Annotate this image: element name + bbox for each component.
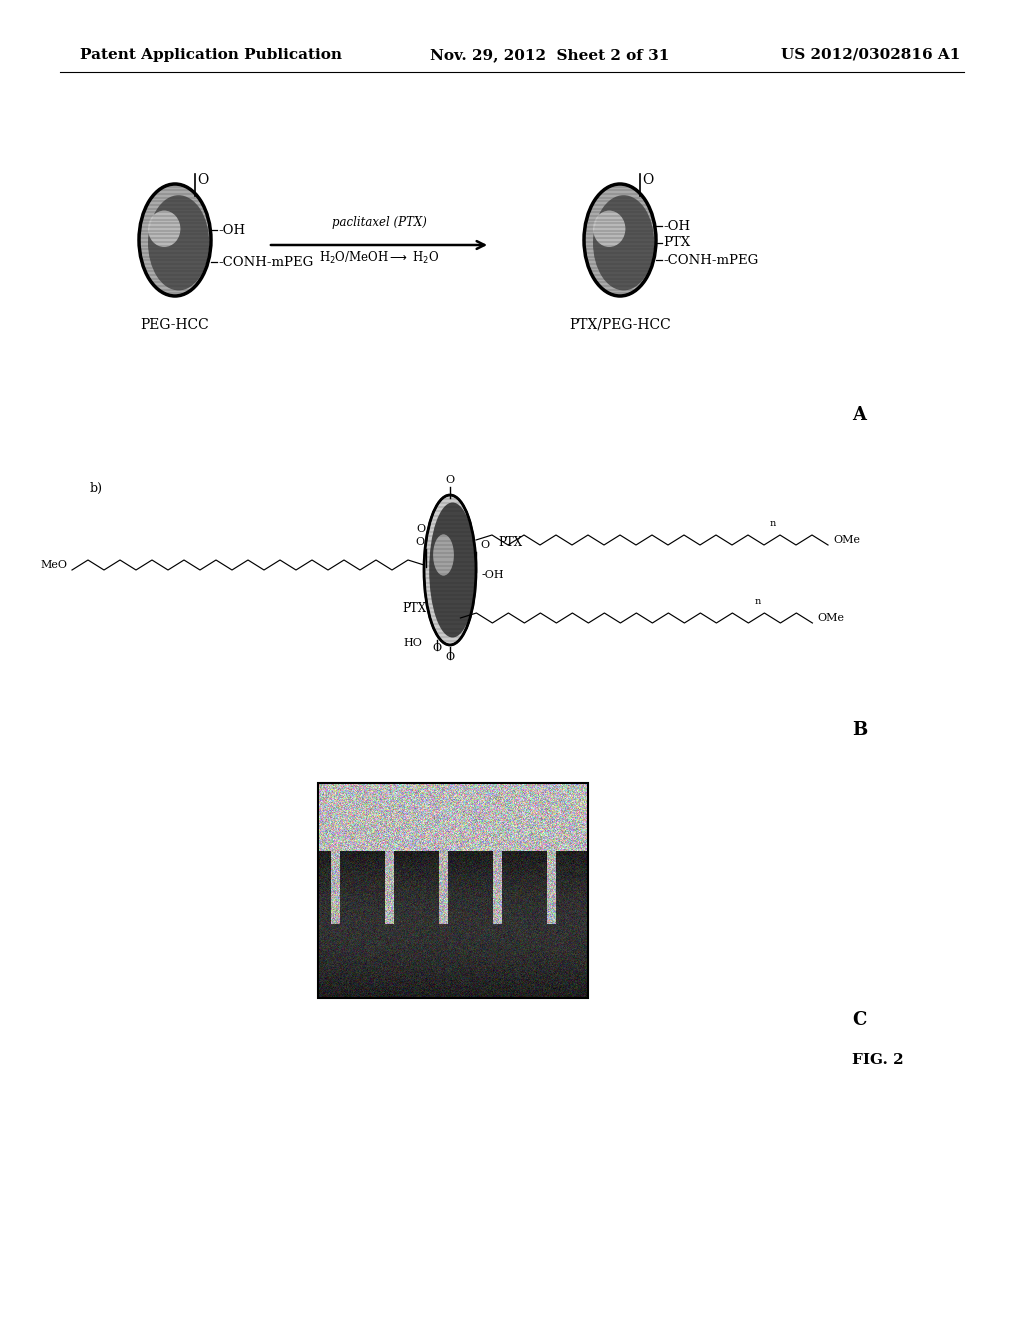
Ellipse shape [584,183,656,296]
Ellipse shape [429,503,476,638]
Text: B: B [852,721,867,739]
Text: -OH: -OH [482,570,505,579]
Text: O: O [445,475,455,484]
Text: O: O [417,524,426,533]
Text: PEG-HCC: PEG-HCC [140,318,209,333]
Text: n: n [770,519,776,528]
Bar [318,783,588,998]
Text: C: C [852,1011,866,1030]
Text: -OH: -OH [218,223,245,236]
Text: PTX: PTX [402,602,426,615]
Text: b): b) [90,482,103,495]
Text: OMe: OMe [817,612,845,623]
Text: O: O [415,537,424,546]
Ellipse shape [593,195,654,290]
Ellipse shape [148,211,180,247]
Ellipse shape [148,195,209,290]
Text: O: O [642,173,653,187]
Text: HO: HO [403,638,422,648]
Text: O: O [432,643,441,653]
Text: O: O [197,173,208,187]
Text: n: n [755,597,761,606]
Text: -OH: -OH [663,219,690,232]
Text: -CONH-mPEG: -CONH-mPEG [218,256,313,268]
Text: A: A [852,407,866,424]
Ellipse shape [424,495,476,645]
Text: Nov. 29, 2012  Sheet 2 of 31: Nov. 29, 2012 Sheet 2 of 31 [430,48,670,62]
Text: H$_2$O/MeOH$\longrightarrow$ H$_2$O: H$_2$O/MeOH$\longrightarrow$ H$_2$O [318,249,439,267]
Ellipse shape [433,535,454,576]
Text: US 2012/0302816 A1: US 2012/0302816 A1 [780,48,961,62]
Text: PTX: PTX [663,236,690,249]
Text: O: O [445,652,455,663]
Text: O: O [480,540,489,550]
Text: OMe: OMe [833,535,860,545]
Text: -CONH-mPEG: -CONH-mPEG [663,253,758,267]
Text: PTX/PEG-HCC: PTX/PEG-HCC [569,318,671,333]
Ellipse shape [593,211,626,247]
Text: PTX: PTX [498,536,522,549]
Ellipse shape [139,183,211,296]
Text: paclitaxel (PTX): paclitaxel (PTX) [332,216,426,228]
Text: MeO: MeO [40,560,67,570]
Text: Patent Application Publication: Patent Application Publication [80,48,342,62]
Text: FIG. 2: FIG. 2 [852,1053,903,1067]
